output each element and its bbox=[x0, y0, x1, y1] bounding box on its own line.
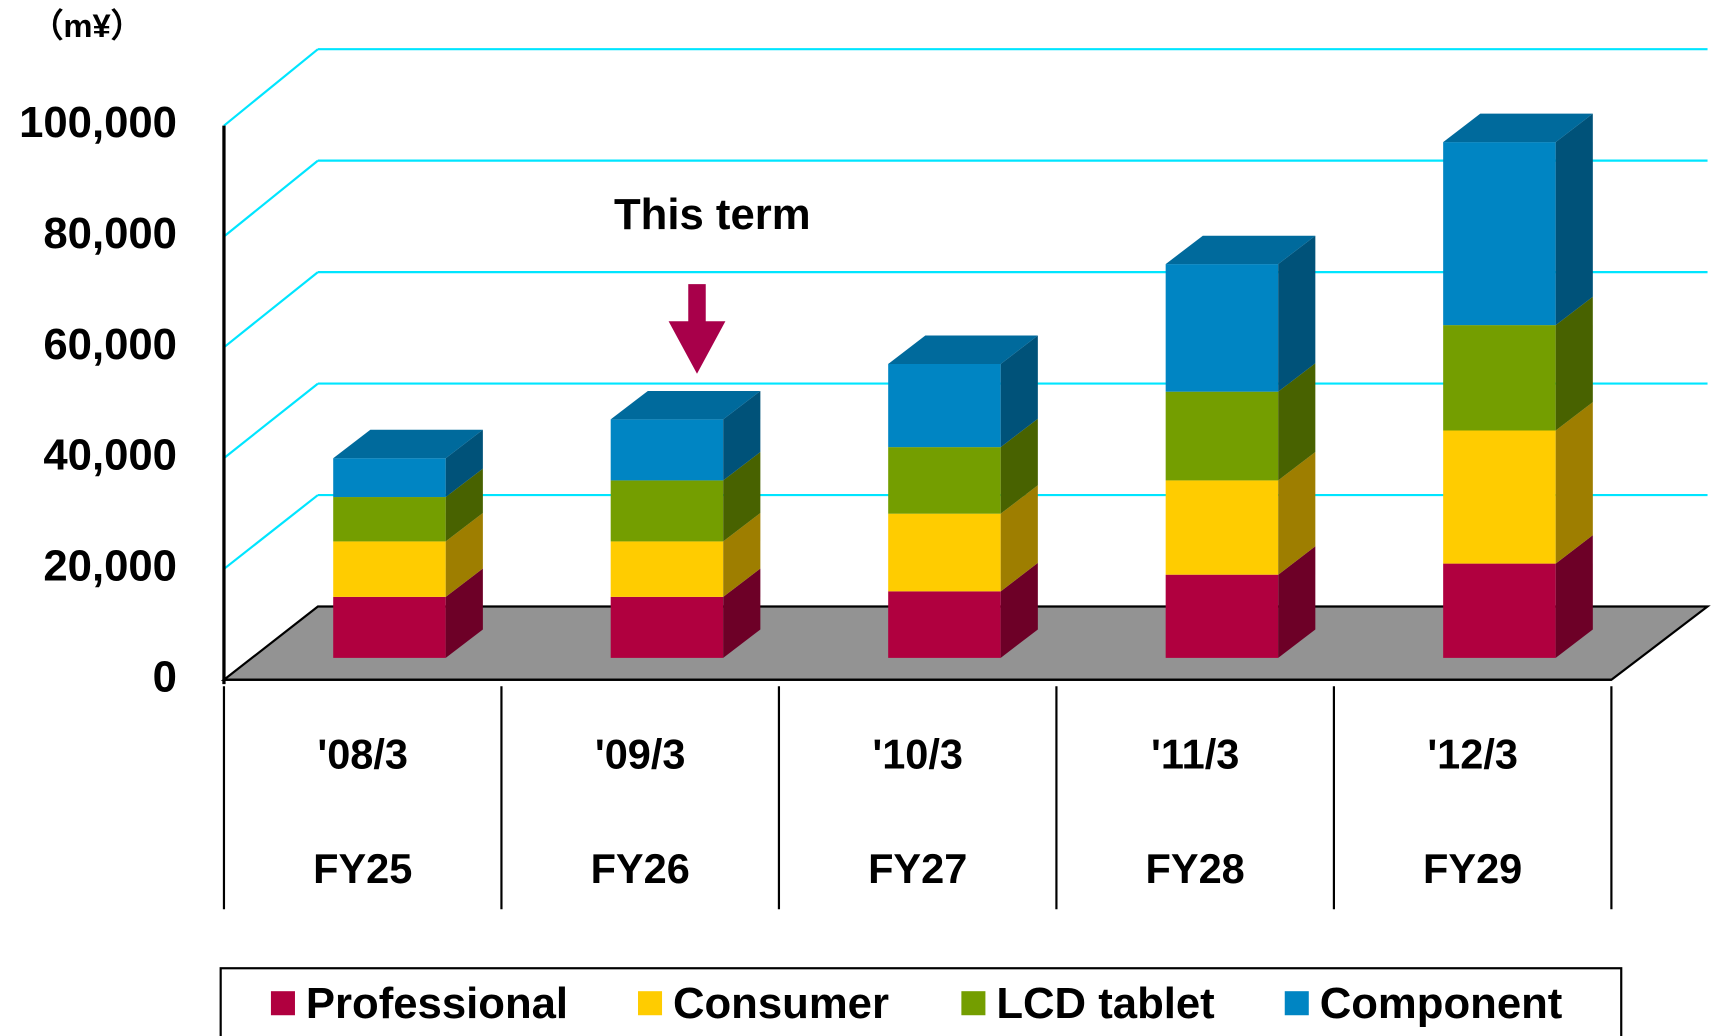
bar-segment bbox=[333, 458, 446, 498]
grid-line bbox=[223, 271, 319, 349]
legend-swatch bbox=[961, 991, 986, 1016]
annotation-arrow bbox=[668, 284, 726, 374]
legend-swatch bbox=[270, 991, 295, 1016]
grid-line bbox=[223, 494, 319, 570]
legend-swatch bbox=[1284, 991, 1309, 1016]
x-tick-label: '12/3 bbox=[1427, 730, 1518, 777]
bar-segment bbox=[333, 596, 446, 658]
x-tick-label: '10/3 bbox=[872, 730, 963, 777]
y-axis-label: （m¥） bbox=[31, 7, 144, 44]
bar-segment-top bbox=[1165, 235, 1316, 265]
bar-segment bbox=[610, 419, 724, 481]
x-tick-label-secondary: FY28 bbox=[1146, 845, 1245, 892]
legend-label: Component bbox=[1320, 979, 1563, 1028]
grid-line bbox=[223, 159, 319, 238]
bar-segment-side bbox=[723, 451, 761, 542]
bar-segment-side bbox=[1278, 363, 1316, 481]
bar-segment bbox=[888, 591, 1001, 658]
y-tick-label: 100,000 bbox=[19, 98, 177, 147]
y-tick-label: 40,000 bbox=[43, 431, 177, 480]
bar-segment-side bbox=[1555, 113, 1593, 326]
bar-segment bbox=[333, 497, 446, 542]
x-tick-label: '11/3 bbox=[1151, 730, 1239, 777]
annotation: This term bbox=[614, 190, 811, 239]
x-tick-label: '09/3 bbox=[595, 730, 686, 777]
bar-segment-side bbox=[1278, 546, 1316, 658]
bar-segment bbox=[1443, 325, 1556, 431]
bar-segment-side bbox=[723, 513, 761, 597]
bar-segment bbox=[610, 541, 724, 597]
y-tick-label: 80,000 bbox=[43, 209, 177, 258]
bar-segment-side bbox=[1278, 235, 1316, 392]
y-tick-label: 0 bbox=[153, 652, 177, 701]
grid-line bbox=[223, 382, 319, 459]
bar-segment-side bbox=[723, 390, 761, 481]
bar-segment-side bbox=[445, 468, 483, 542]
bar-segment-top bbox=[333, 429, 483, 459]
bar-segment bbox=[888, 513, 1001, 592]
x-tick-label: '08/3 bbox=[317, 730, 408, 777]
legend-box bbox=[219, 967, 1623, 1036]
bar-segment-top bbox=[1443, 113, 1593, 143]
x-tick-label-secondary: FY26 bbox=[591, 845, 690, 892]
bar-segment-side bbox=[1555, 402, 1593, 564]
legend-label: LCD tablet bbox=[996, 979, 1215, 1028]
x-tick-label-secondary: FY25 bbox=[313, 845, 412, 892]
bar-segment-side bbox=[723, 568, 761, 658]
bar-segment-side bbox=[1278, 451, 1316, 575]
bar-segment bbox=[610, 480, 724, 542]
bar-segment-side bbox=[1000, 418, 1038, 514]
x-tick-label-secondary: FY27 bbox=[868, 845, 967, 892]
bar-segment-side bbox=[1555, 535, 1593, 658]
bar-segment bbox=[1443, 563, 1556, 658]
y-tick-label: 20,000 bbox=[43, 541, 177, 590]
bar-segment-side bbox=[1000, 335, 1038, 448]
grid-line bbox=[223, 48, 319, 127]
legend-swatch bbox=[638, 991, 663, 1016]
y-tick-label: 60,000 bbox=[43, 320, 177, 369]
bar-segment bbox=[1165, 480, 1279, 575]
bar-segment bbox=[1165, 391, 1279, 481]
bar-segment-side bbox=[445, 568, 483, 658]
bar-segment-top bbox=[888, 335, 1038, 364]
bar-segment-side bbox=[445, 513, 483, 597]
bar-segment-top bbox=[610, 390, 761, 420]
bar-segment-side bbox=[1000, 562, 1038, 658]
bar-segment bbox=[333, 541, 446, 597]
bar-segment bbox=[610, 596, 724, 658]
bar-segment-side bbox=[445, 429, 483, 498]
bar-segment bbox=[1165, 264, 1279, 392]
legend-label: Professional bbox=[306, 979, 568, 1028]
legend-label: Consumer bbox=[673, 979, 889, 1028]
x-tick-label-secondary: FY29 bbox=[1423, 845, 1522, 892]
bar-segment-side bbox=[1000, 485, 1038, 592]
bar-segment-side bbox=[1555, 296, 1593, 431]
bar-segment bbox=[888, 363, 1001, 448]
bar-segment bbox=[1443, 142, 1556, 326]
bar-segment bbox=[1165, 574, 1279, 658]
bar-segment bbox=[1443, 430, 1556, 564]
bar-segment bbox=[888, 447, 1001, 514]
